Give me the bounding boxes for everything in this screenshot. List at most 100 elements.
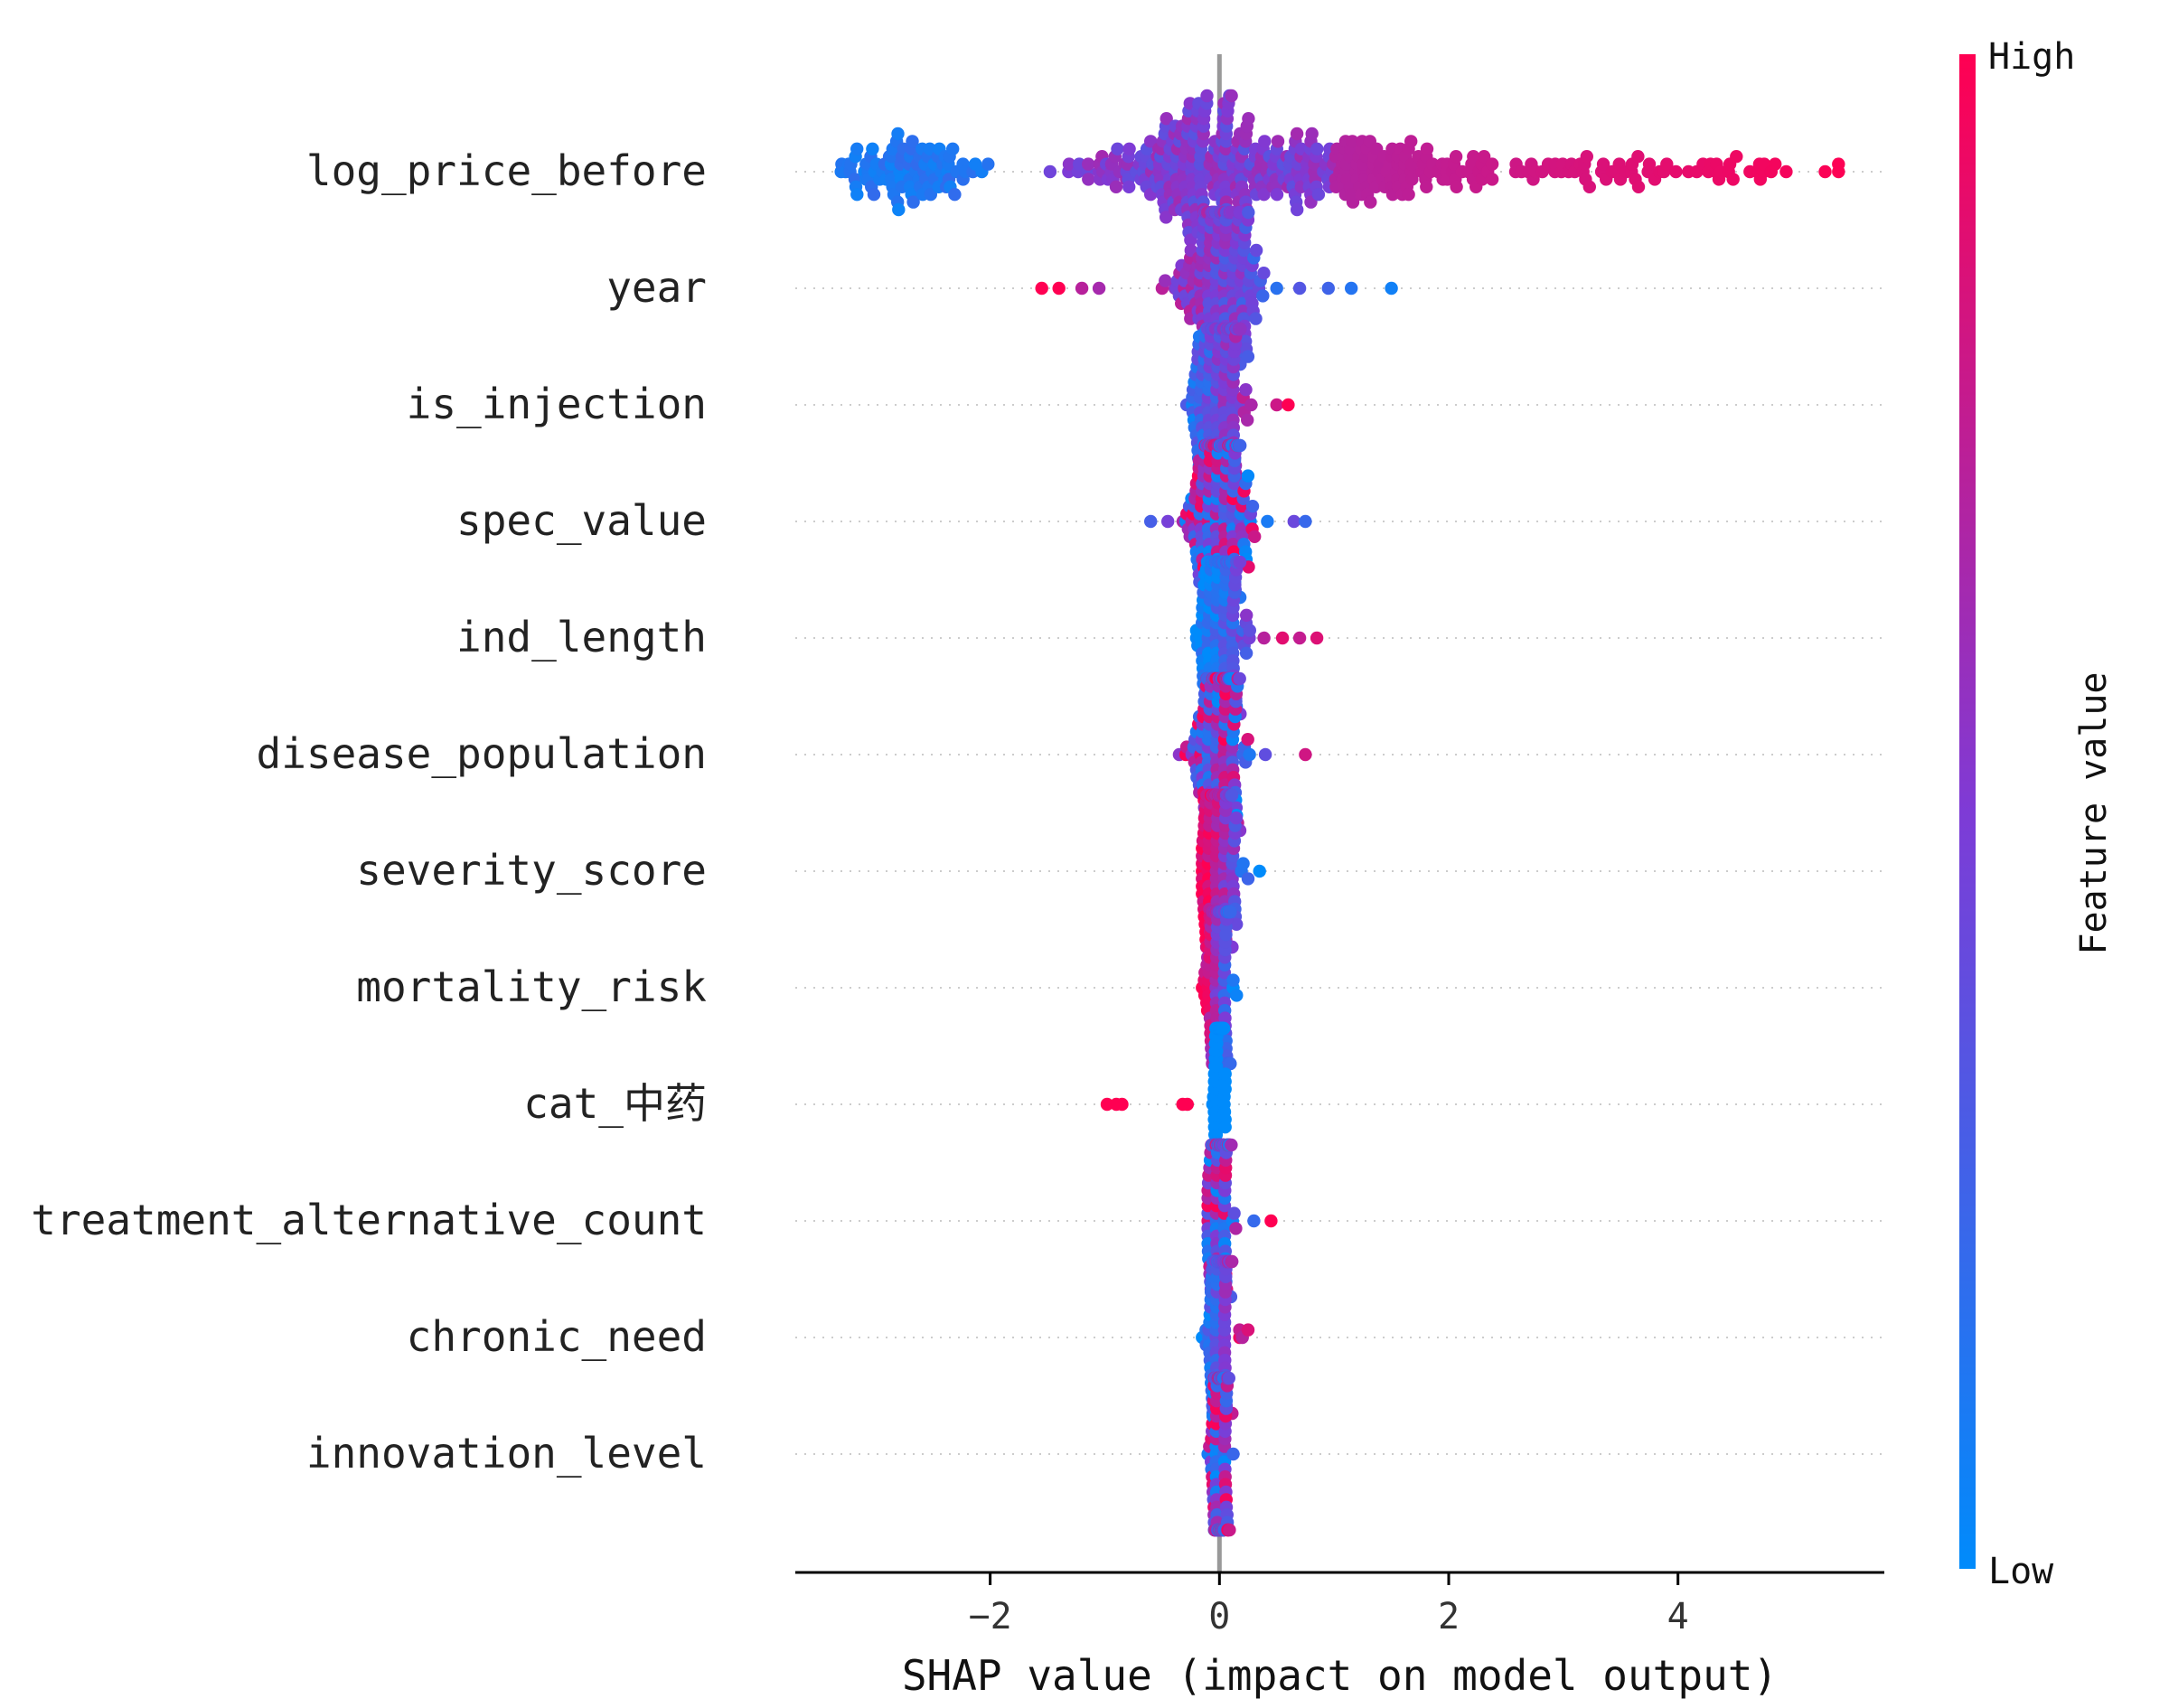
shap-point xyxy=(1160,211,1173,224)
feature-label: log_price_before xyxy=(306,146,707,195)
shap-point xyxy=(1261,514,1274,529)
shap-point xyxy=(981,157,995,171)
shap-point xyxy=(1225,788,1239,802)
shap-point xyxy=(1642,157,1657,171)
shap-point xyxy=(1218,1067,1232,1081)
shap-point xyxy=(1218,1121,1232,1134)
shap-point xyxy=(1233,671,1246,686)
shap-point xyxy=(1159,274,1172,287)
shap-point xyxy=(1660,157,1674,171)
shap-point xyxy=(1161,514,1175,529)
shap-point xyxy=(867,188,881,202)
shap-point xyxy=(1450,180,1463,193)
shap-point xyxy=(1310,631,1324,645)
x-tick-label: 0 xyxy=(1208,1596,1230,1638)
shap-point xyxy=(1321,281,1336,296)
shap-point xyxy=(1580,150,1594,164)
shap-point xyxy=(892,202,906,217)
shap-point xyxy=(1420,142,1434,155)
shap-point xyxy=(1264,1214,1278,1228)
shap-point xyxy=(1485,157,1499,171)
shap-point xyxy=(1249,243,1263,258)
shap-point xyxy=(1311,188,1326,202)
shap-point xyxy=(1082,173,1095,186)
shap-point xyxy=(1270,398,1283,412)
shap-point xyxy=(1225,1138,1238,1152)
shap-point xyxy=(1346,195,1360,209)
shap-point xyxy=(1225,89,1238,103)
shap-point xyxy=(1245,500,1260,513)
shap-point xyxy=(1292,631,1307,645)
shap-point xyxy=(906,135,919,148)
shap-point xyxy=(1582,180,1597,193)
shap-point xyxy=(1082,157,1095,171)
shap-point xyxy=(1299,514,1312,529)
shap-point xyxy=(1292,281,1307,296)
shap-point xyxy=(1242,205,1255,220)
shap-point xyxy=(1730,150,1743,164)
x-tick-label: 2 xyxy=(1438,1596,1460,1638)
shap-point xyxy=(1144,135,1158,148)
shap-point xyxy=(891,127,905,141)
shap-point xyxy=(1225,1254,1239,1269)
shap-point xyxy=(1449,150,1463,164)
shap-point xyxy=(1270,188,1284,202)
feature-label: severity_score xyxy=(356,846,707,895)
shap-point xyxy=(1299,747,1312,762)
colorbar-low-label: Low xyxy=(1988,1551,2054,1592)
colorbar-gradient xyxy=(1959,54,1976,1569)
shap-point xyxy=(1485,173,1499,186)
shap-point xyxy=(923,142,936,155)
shap-point xyxy=(1669,164,1683,179)
shap-point xyxy=(1241,469,1255,483)
x-axis-label: SHAP value (impact on model output) xyxy=(902,1651,1778,1700)
shap-point xyxy=(1257,188,1271,202)
colorbar-high-label: High xyxy=(1988,36,2075,78)
shap-point xyxy=(946,142,960,155)
shap-point xyxy=(1236,857,1250,870)
x-ticks: −2 0 2 4 xyxy=(969,1572,1689,1638)
shap-point xyxy=(1122,142,1136,155)
shap-point xyxy=(1310,142,1324,155)
shap-point xyxy=(1818,164,1832,179)
shap-point xyxy=(1111,142,1124,155)
shap-point xyxy=(1234,322,1247,336)
shap-point xyxy=(1253,864,1266,878)
shap-point xyxy=(1075,281,1089,296)
x-axis: −2 0 2 4 SHAP value (impact on model output… xyxy=(795,1571,1884,1700)
shap-point xyxy=(1477,150,1491,164)
shap-point xyxy=(1241,733,1254,746)
shap-point xyxy=(1346,135,1359,148)
feature-label: chronic_need xyxy=(407,1312,707,1361)
shap-point xyxy=(1247,1214,1261,1228)
shap-point xyxy=(1385,281,1398,296)
shap-point xyxy=(1234,438,1247,453)
points xyxy=(834,89,1845,1537)
feature-label: cat_中药 xyxy=(523,1079,707,1128)
shap-point xyxy=(1224,905,1237,919)
shap-point xyxy=(1092,281,1106,296)
shap-point xyxy=(1257,267,1271,280)
shap-point xyxy=(1230,917,1244,931)
x-tick-label: 4 xyxy=(1667,1596,1689,1638)
shap-point xyxy=(1073,157,1086,171)
shap-point xyxy=(1287,514,1301,529)
shap-point xyxy=(1144,514,1158,529)
shap-point xyxy=(1271,135,1285,148)
shap-point xyxy=(1239,646,1254,660)
shap-point xyxy=(1226,973,1240,987)
shap-point xyxy=(1230,989,1244,1002)
shap-point xyxy=(1305,127,1319,141)
shap-point xyxy=(1229,812,1244,825)
shap-point xyxy=(1109,180,1123,193)
shap-point xyxy=(1180,1097,1195,1112)
shap-point xyxy=(1270,281,1283,296)
feature-label: disease_population xyxy=(257,729,708,778)
shap-point xyxy=(1239,383,1253,397)
shap-point xyxy=(1244,398,1258,412)
shap-point xyxy=(1631,150,1645,164)
shap-point xyxy=(1200,89,1214,103)
shap-point xyxy=(1291,202,1304,217)
